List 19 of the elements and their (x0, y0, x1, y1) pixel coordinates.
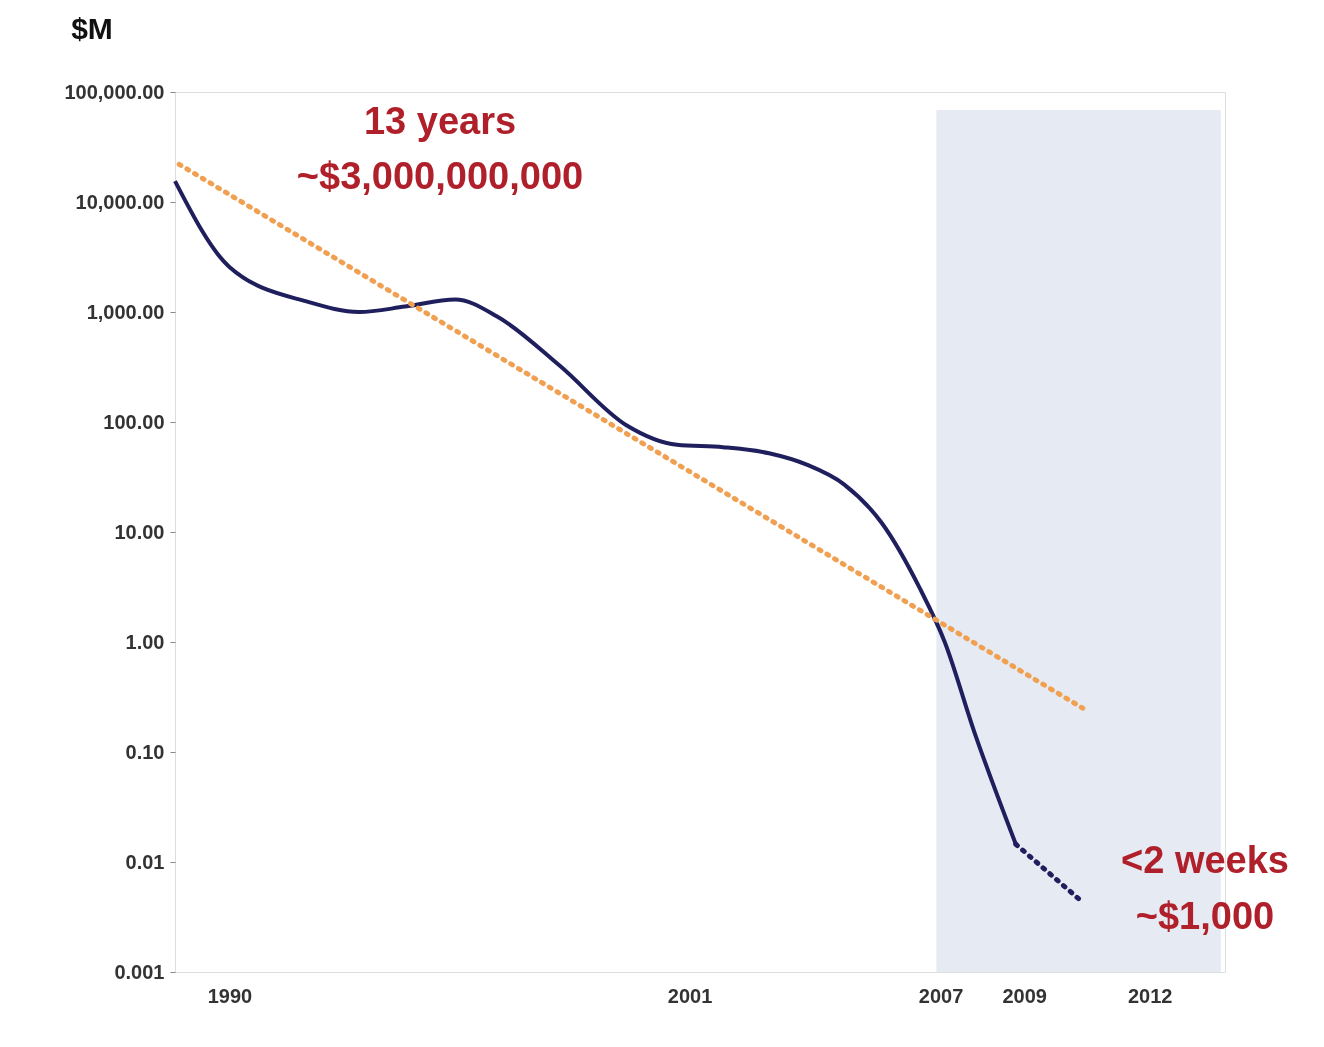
annotation: <2 weeks (1121, 839, 1289, 881)
y-tick-label: 10,000.00 (75, 190, 165, 213)
x-tick-label: 2009 (1002, 984, 1047, 1007)
y-tick-label: 1,000.00 (86, 300, 165, 323)
annotation: ~$1,000 (1135, 895, 1275, 937)
y-tick-label: 1.00 (125, 630, 165, 653)
y-tick-label: 10.00 (114, 520, 165, 543)
y-tick-label: 0.10 (125, 740, 165, 763)
x-tick-label: 2007 (918, 984, 964, 1007)
x-tick-label: 2001 (667, 984, 713, 1007)
y-axis-title: $M (71, 12, 113, 45)
annotation: ~$3,000,000,000 (296, 155, 584, 197)
annotation: 13 years (363, 100, 517, 142)
y-tick-label: 0.001 (114, 960, 165, 983)
y-tick-label: 0.01 (125, 850, 165, 873)
y-tick-label: 100.00 (103, 410, 165, 433)
y-tick-label: 100,000.00 (64, 80, 165, 103)
x-tick-label: 2012 (1127, 984, 1173, 1007)
x-tick-label: 1990 (207, 984, 253, 1007)
